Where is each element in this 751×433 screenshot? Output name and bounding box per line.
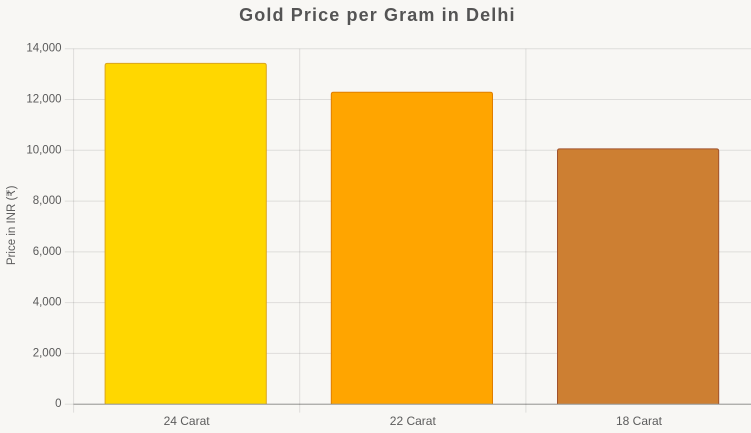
svg-text:10,000: 10,000 — [26, 144, 61, 156]
svg-text:8,000: 8,000 — [33, 195, 62, 207]
svg-text:24 Carat: 24 Carat — [164, 414, 211, 428]
svg-text:4,000: 4,000 — [33, 297, 62, 309]
svg-text:6,000: 6,000 — [33, 246, 62, 258]
svg-text:22 Carat: 22 Carat — [390, 414, 437, 428]
svg-text:2,000: 2,000 — [33, 347, 62, 359]
svg-text:18 Carat: 18 Carat — [616, 414, 663, 428]
svg-text:Gold Price per Gram in Delhi: Gold Price per Gram in Delhi — [239, 5, 515, 25]
svg-text:14,000: 14,000 — [26, 43, 61, 55]
svg-text:Price in INR (₹): Price in INR (₹) — [6, 185, 18, 265]
svg-text:0: 0 — [55, 398, 61, 410]
svg-text:12,000: 12,000 — [26, 94, 61, 106]
